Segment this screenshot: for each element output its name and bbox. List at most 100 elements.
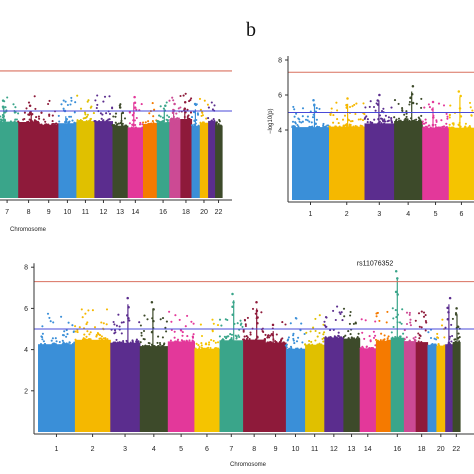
x-tick-label: 10 xyxy=(292,446,300,453)
y-tick-label: 4 xyxy=(278,128,282,135)
snp-point xyxy=(281,321,284,324)
top-snp-point xyxy=(431,100,435,104)
top-snp-point xyxy=(231,292,234,296)
snp-point xyxy=(268,336,271,339)
snp-point xyxy=(211,318,214,321)
snp-point xyxy=(157,345,160,348)
snp-point xyxy=(359,347,363,350)
snp-point xyxy=(79,119,82,122)
top-snp-point xyxy=(126,296,129,300)
snp-point xyxy=(108,112,112,115)
snp-point xyxy=(322,333,325,336)
snp-point xyxy=(365,345,368,349)
snp-point xyxy=(216,341,220,344)
snp-point xyxy=(285,346,288,349)
snp-point xyxy=(282,341,285,344)
snp-point xyxy=(122,321,125,324)
chr13-snp-cluster xyxy=(112,125,129,198)
snp-point xyxy=(322,124,325,127)
snp-point xyxy=(214,347,217,350)
snp-point xyxy=(262,330,265,334)
snp-point xyxy=(38,117,41,120)
snp-point xyxy=(452,126,455,129)
snp-point xyxy=(72,330,76,333)
top-snp-stalk xyxy=(120,112,123,126)
snp-point xyxy=(35,116,38,119)
snp-point xyxy=(334,125,337,128)
snp-point xyxy=(86,330,89,333)
snp-point xyxy=(81,120,84,123)
snp-point xyxy=(148,342,151,345)
snp-point xyxy=(314,339,317,342)
snp-point xyxy=(408,100,411,104)
x-tick-label: 12 xyxy=(330,446,338,453)
snp-point xyxy=(386,339,389,342)
chr6-snp-cluster xyxy=(194,348,221,432)
snp-point xyxy=(91,309,94,312)
snp-point xyxy=(176,340,179,343)
snp-point xyxy=(200,344,203,347)
top-snp-point xyxy=(312,99,315,102)
snp-point xyxy=(123,117,127,120)
snp-point xyxy=(279,341,282,344)
x-tick-label: 7 xyxy=(5,209,9,216)
snp-point xyxy=(284,323,287,326)
chr8-snp-cluster xyxy=(18,122,40,198)
snp-point xyxy=(315,107,318,110)
chr4-snp-cluster xyxy=(139,346,169,432)
snp-point xyxy=(448,123,451,126)
top-snp-point xyxy=(455,307,458,310)
snp-point xyxy=(357,337,361,340)
snp-point xyxy=(13,111,16,114)
snp-point xyxy=(267,334,270,337)
snp-point xyxy=(200,342,203,345)
snp-point xyxy=(349,120,353,123)
snp-point xyxy=(369,100,372,103)
snp-point xyxy=(172,99,175,102)
x-tick-label: 1 xyxy=(309,211,313,218)
snp-point xyxy=(85,338,88,341)
snp-point xyxy=(347,337,350,340)
snp-point xyxy=(161,336,164,339)
snp-point xyxy=(131,340,134,343)
snp-point xyxy=(116,123,119,126)
snp-point xyxy=(102,100,105,103)
snp-point xyxy=(293,342,296,345)
snp-point xyxy=(176,117,179,120)
snp-point xyxy=(427,103,430,106)
snp-point xyxy=(198,345,201,349)
x-tick-label: 5 xyxy=(434,211,438,218)
snp-point xyxy=(190,97,193,100)
snp-point xyxy=(67,343,70,346)
snp-point xyxy=(242,338,245,341)
snp-point xyxy=(165,101,168,104)
snp-point xyxy=(392,317,395,320)
snp-point xyxy=(292,105,295,108)
snp-point xyxy=(134,126,137,129)
snp-point xyxy=(341,319,344,322)
snp-point xyxy=(315,118,318,121)
snp-point xyxy=(6,96,9,99)
snp-point xyxy=(218,335,221,338)
x-axis-label: Chromosome xyxy=(10,227,47,233)
snp-point xyxy=(102,337,105,340)
snp-point xyxy=(419,119,422,122)
snp-point xyxy=(188,339,191,342)
snp-point xyxy=(329,336,333,339)
snp-point xyxy=(408,339,411,343)
snp-point xyxy=(397,117,401,120)
snp-point xyxy=(280,338,283,341)
snp-point xyxy=(380,110,384,113)
snp-point xyxy=(383,122,386,125)
snp-point xyxy=(328,125,331,128)
snp-point xyxy=(156,341,159,344)
snp-point xyxy=(175,112,178,115)
chr12-snp-cluster xyxy=(324,337,345,432)
snp-point xyxy=(200,334,204,338)
snp-point xyxy=(173,336,176,339)
snp-point xyxy=(121,122,124,125)
snp-point xyxy=(433,337,436,340)
snp-point xyxy=(347,330,350,333)
snp-point xyxy=(140,331,143,334)
x-axis-label: Chromosome xyxy=(230,462,267,468)
